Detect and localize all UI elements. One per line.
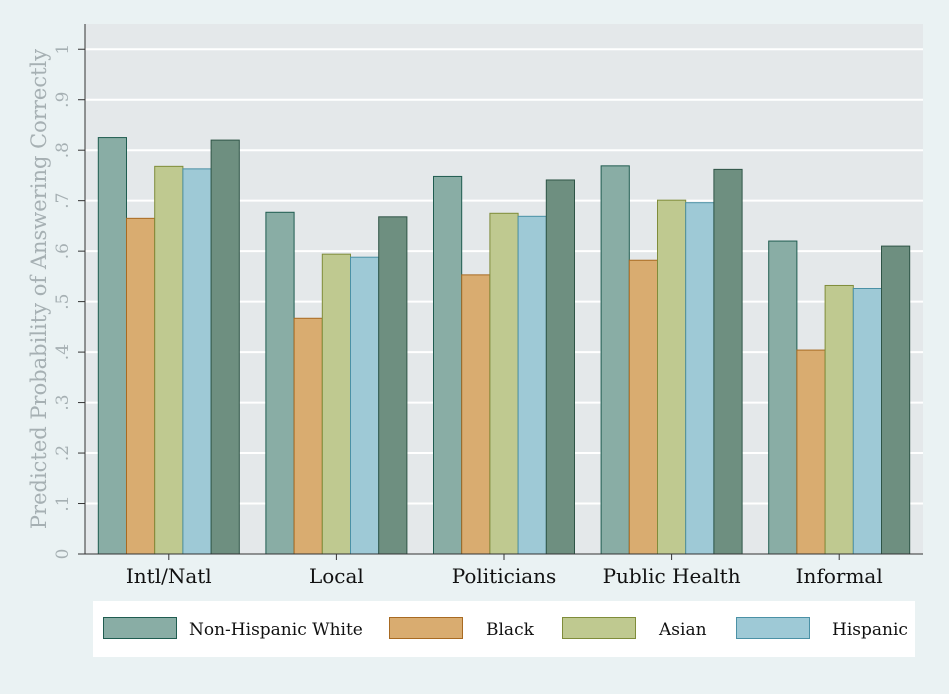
bar [293,317,323,555]
x-tick-label: Intl/Natl [126,564,212,588]
legend-swatch [389,617,463,639]
y-tick-label: .9 [53,92,73,108]
bar [126,217,156,555]
bar [461,274,491,555]
legend-label: Black [486,620,534,640]
bar [489,212,519,555]
y-tick-label: .2 [53,445,73,461]
bar [350,256,380,555]
x-tick-label: Informal [796,564,883,588]
bar [628,259,658,555]
bar [378,216,408,555]
y-tick-label: .6 [53,243,73,259]
bar [154,165,184,555]
y-tick-label: 0 [53,549,73,560]
legend-item: Black [93,617,915,641]
bar [657,199,687,555]
legend: Non-Hispanic White Black Asian Hispanic [93,601,915,657]
bar [852,287,882,555]
y-tick-label: .8 [53,142,73,158]
legend-label: Asian [659,620,707,640]
bar [881,245,911,555]
y-tick-label: 1 [53,44,73,55]
legend-item: Hispanic [93,617,915,641]
y-tick-label: .7 [53,193,73,209]
legend-swatch [562,617,636,639]
bar [824,284,854,555]
bars [97,137,911,555]
bar [713,168,743,555]
bar [796,349,826,555]
legend-swatch [103,617,177,639]
legend-label: Hispanic [832,620,908,640]
bar [517,215,547,555]
bar [210,139,240,555]
x-ticks: Intl/Natl Local Politicians Public Health In… [126,554,883,588]
bar [321,253,351,555]
y-ticks: 0 .1 .2 .3 .4 .5 .6 .7 .8 .9 1 [53,44,85,560]
x-tick-label: Local [309,564,364,588]
bar [182,168,212,555]
legend-item: Asian [93,617,915,641]
y-tick-label: .4 [53,344,73,360]
y-tick-label: .3 [53,394,73,410]
legend-swatch [736,617,810,639]
y-axis-title: Predicted Probability of Answering Corre… [27,49,51,529]
x-tick-label: Politicians [452,564,557,588]
legend-label: Non-Hispanic White [189,620,363,640]
y-tick-label: .5 [53,294,73,310]
legend-item: Non-Hispanic White [93,617,915,641]
bar [545,179,575,555]
bar [768,240,798,555]
bar [265,211,295,555]
x-tick-label: Public Health [603,564,741,588]
bar [433,175,463,555]
bar [600,165,630,555]
bar [685,202,715,555]
y-tick-label: .1 [53,495,73,511]
bar [97,137,128,555]
